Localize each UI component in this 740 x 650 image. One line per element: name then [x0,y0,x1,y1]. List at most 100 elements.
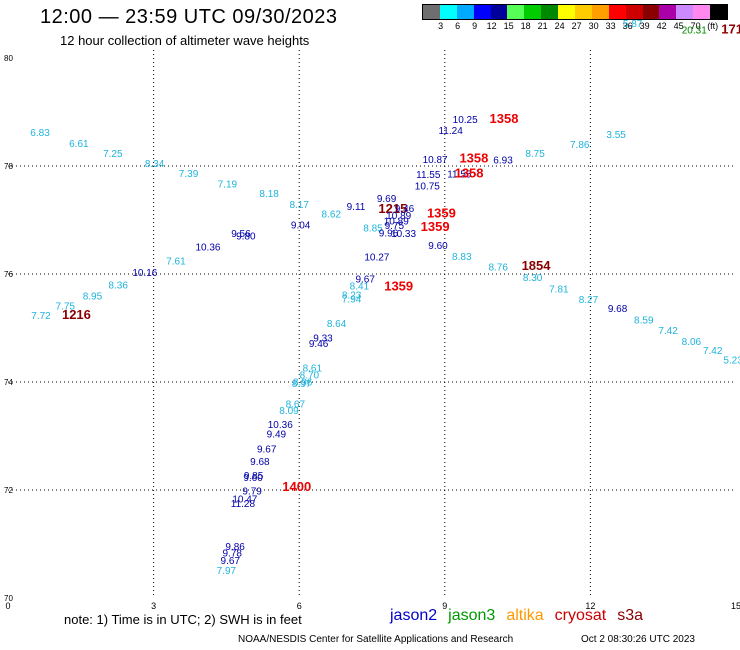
color-scale-tick-label: 42 [656,21,667,31]
generation-timestamp: Oct 2 08:30:26 UTC 2023 [581,634,695,645]
color-scale-swatch [558,5,576,19]
wave-height-label: 8.41 [350,281,370,292]
wave-height-label: 5.23 [723,355,740,366]
wave-height-label: 8.62 [321,210,341,221]
wave-height-label: 8.95 [83,292,103,303]
wave-height-label: 3.55 [606,130,626,141]
wave-height-label: 7.94 [342,294,362,305]
wave-height-label: 9.68 [250,457,270,468]
wave-height-label: 10.16 [132,268,157,279]
footnote: note: 1) Time is in UTC; 2) SWH is in fe… [64,612,302,627]
color-scale-tick-label: 6 [455,21,461,31]
color-scale-tick-label: 3 [438,21,444,31]
wave-height-label: 20.31 [682,25,707,36]
color-scale-swatch [423,5,440,19]
color-scale-swatch [439,5,457,19]
wave-height-label: 9.75 [385,221,405,232]
color-scale-tick-label: 9 [472,21,478,31]
wave-height-label: 1359 [384,278,413,293]
wave-height-label: 9.85 [244,471,264,482]
x-axis-tick-label: 3 [151,601,156,611]
color-scale-swatch [676,5,694,19]
y-axis-tick-label: 80 [4,54,13,63]
wave-height-label: 7.42 [703,346,723,357]
wave-height-label: 5.87 [623,19,643,30]
y-axis-tick-label: 76 [4,270,13,279]
color-scale-swatch [575,5,592,19]
wave-height-label: 9.79 [242,487,262,498]
wave-height-label: 8.34 [145,159,165,170]
color-scale-tick-label: 15 [503,21,514,31]
wave-height-label: 8.75 [525,149,545,160]
wave-height-label: 9.80 [236,232,256,243]
wave-height-label: 1216 [62,307,91,322]
wave-height-label: 10.33 [391,229,416,240]
wave-height-label: 171 [721,21,740,36]
wave-height-label: 9.04 [291,220,311,231]
wave-height-label: 8.76 [488,262,508,273]
color-scale-tick-label: 12 [486,21,497,31]
wave-height-label: 8.70 [300,370,320,381]
color-scale-tick-label: 33 [605,21,616,31]
color-scale-tick-label: 70 [690,21,701,31]
wave-height-label: 7.81 [549,285,569,296]
wave-height-label: 6.61 [69,139,89,150]
wave-height-label: 9.46 [309,339,329,350]
x-axis-tick-label: 6 [297,601,302,611]
wave-height-label: 8.61 [303,363,323,374]
y-axis-tick-label: 70 [4,594,13,603]
wave-height-label: 9.60 [243,473,263,484]
wave-height-labels: 6.83 6.61 7.25 8.34 7.39 7.19 8.18 8.17 8.62 9.11… [30,19,740,577]
color-scale-tick-label: 27 [571,21,582,31]
wave-height-label: 8.06 [682,337,702,348]
wave-height-label: 8.83 [452,252,472,263]
wave-height-label: 9.96 [379,228,399,239]
wave-height-label: 10.87 [423,155,448,166]
color-scale-swatch [642,5,660,19]
wave-height-label: 9.67 [257,444,277,455]
wave-height-label: 9.56 [231,229,251,240]
color-scale-swatch [608,5,626,19]
wave-height-label: 8.23 [342,291,362,302]
wave-height-label: 8.97 [292,379,312,390]
x-axis-tick-label: 0 [5,601,10,611]
wave-height-label: 9.68 [608,304,628,315]
wave-height-label: 11.24 [438,126,463,137]
wave-height-label: 10.36 [195,242,220,253]
wave-height-label: 10.89 [384,217,409,228]
wave-height-label: 11.55 [416,170,441,181]
wave-height-label: 9.67 [355,274,375,285]
wave-height-label: 7.97 [217,566,237,577]
wave-height-label: 10.47 [232,495,257,506]
wave-height-label: 9.49 [267,429,287,440]
credit-line: NOAA/NESDIS Center for Satellite Applica… [238,634,514,645]
wave-height-label: 8.36 [108,280,128,291]
wave-height-label: 8.64 [327,319,347,330]
legend-item-jason3: jason3 [448,607,496,624]
wave-height-label: 9.86 [225,542,245,553]
wave-height-label: 1358 [459,150,488,165]
color-scale-swatch [456,5,474,19]
wave-height-label: 9.67 [221,556,241,567]
wave-height-label: 1359 [427,206,456,221]
color-scale-tick-label: 24 [554,21,565,31]
color-scale-swatch [693,5,711,19]
wave-height-label: 10.27 [364,253,389,264]
wave-height-label: 8.96 [293,377,313,388]
wave-height-label: 7.72 [31,311,51,322]
wave-height-label: 9.60 [428,241,448,252]
color-scale-tick-label: 18 [520,21,531,31]
wave-height-label: 7.61 [166,257,186,268]
satellite-legend: jason2 jason3 altika cryosat s3a [390,607,654,625]
wave-height-label: 10.89 [386,211,411,222]
x-axis-tick-label: 12 [585,601,595,611]
wave-height-label: 8.67 [286,400,306,411]
wave-height-label: 8.85 [363,224,383,235]
wave-height-label: 9.11 [347,202,366,213]
wave-height-label: 10.25 [453,115,478,126]
wave-height-label: 7.39 [179,169,199,180]
wave-height-label: 1359 [421,219,450,234]
color-scale-tick-label: 36 [622,21,633,31]
legend-item-cryosat: cryosat [554,607,607,624]
